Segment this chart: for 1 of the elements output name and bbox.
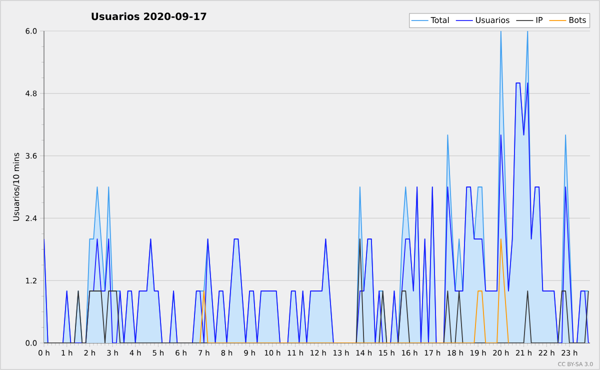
chart-title: Usuarios 2020-09-17 [92,12,206,20]
